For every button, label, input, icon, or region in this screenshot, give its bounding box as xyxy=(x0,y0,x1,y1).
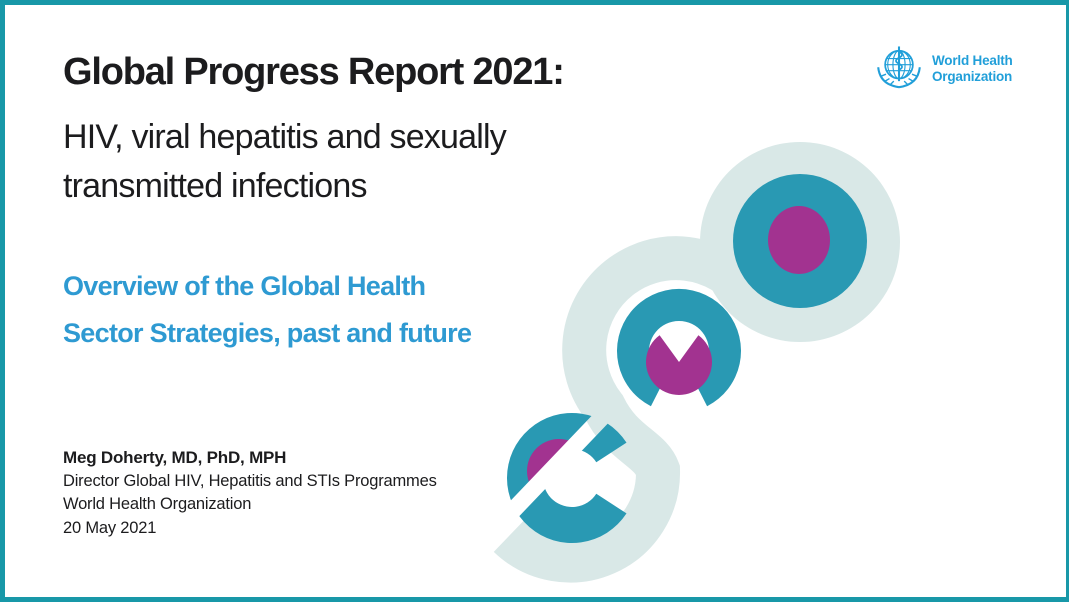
slide-subtitle-line2: transmitted infections xyxy=(63,167,367,205)
who-wordmark: World Health Organization xyxy=(932,53,1013,85)
who-logo: World Health Organization xyxy=(873,43,1013,95)
author-role: Director Global HIV, Hepatitis and STIs … xyxy=(63,471,437,490)
slide-subtitle: HIV, viral hepatitis and sexually transm… xyxy=(63,113,507,211)
author-name: Meg Doherty, MD, PhD, MPH xyxy=(63,448,287,467)
section-heading: Overview of the Global Health Sector Str… xyxy=(63,263,472,357)
presentation-date: 20 May 2021 xyxy=(63,518,157,537)
section-heading-line1: Overview of the Global Health xyxy=(63,271,426,301)
slide-subtitle-line1: HIV, viral hepatitis and sexually xyxy=(63,118,507,156)
author-block: Meg Doherty, MD, PhD, MPH Director Globa… xyxy=(63,446,437,540)
slide-title: Global Progress Report 2021: xyxy=(63,51,565,93)
who-wordmark-line1: World Health xyxy=(932,53,1013,68)
section-heading-line2: Sector Strategies, past and future xyxy=(63,318,472,348)
slide-content: Global Progress Report 2021: HIV, viral … xyxy=(5,5,1066,597)
who-wordmark-line2: Organization xyxy=(932,69,1013,84)
who-emblem-icon xyxy=(877,46,921,89)
author-org: World Health Organization xyxy=(63,495,252,513)
